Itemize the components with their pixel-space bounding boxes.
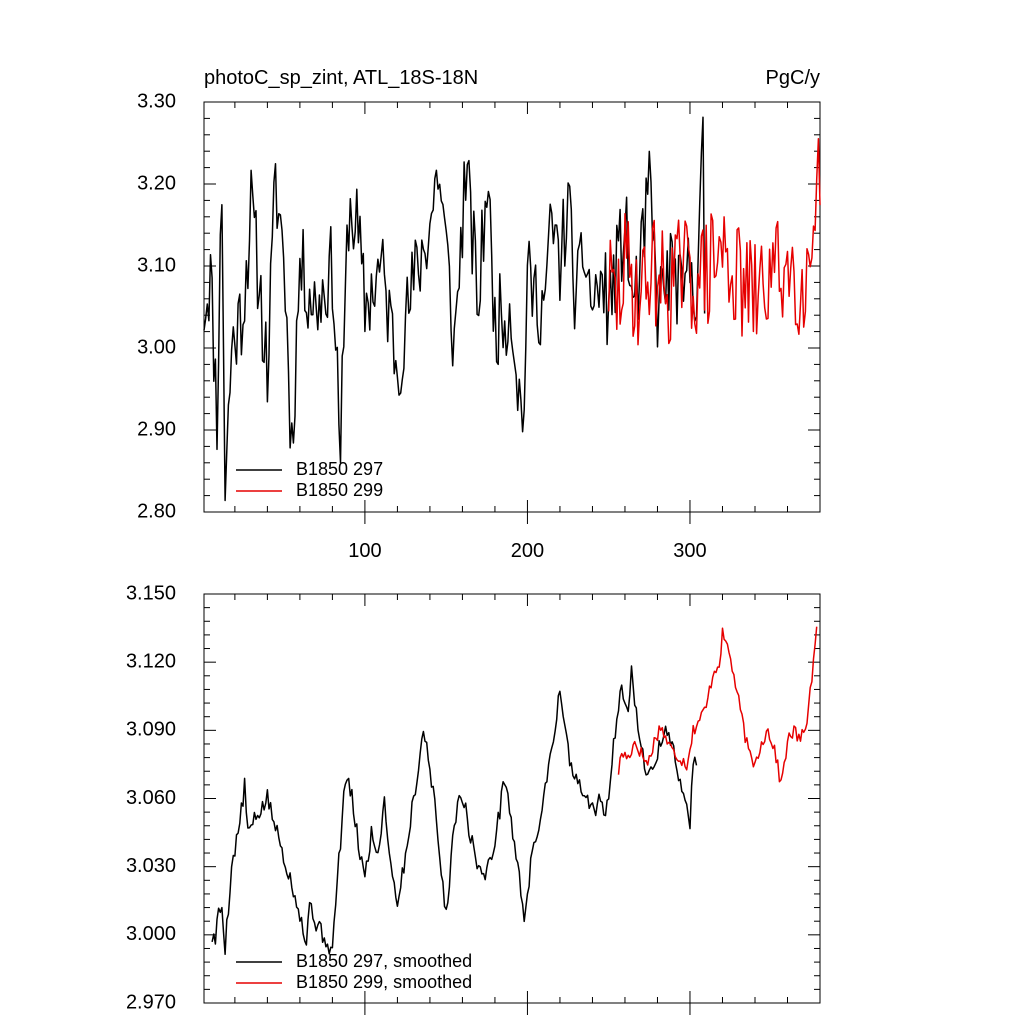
top-panel-title: photoC_sp_zint, ATL_18S-18N [204,67,478,89]
series-line-b1850-299-smoothed [617,626,818,783]
bottom-series-lines [211,626,818,956]
bottom-axis-ticks: 2.970 3.000 3.030 3.060 3.090 3.120 3.150 [126,582,821,1015]
y-tick-label: 2.970 [126,991,176,1013]
legend-label-b1850-299: B1850 299 [296,480,383,500]
top-plot-frame [203,101,821,513]
top-panel: photoC_sp_zint, ATL_18S-18N PgC/y 2.802.… [137,67,821,562]
bottom-panel: 2.970 3.000 3.030 3.060 3.090 3.120 3.150 B185… [126,582,821,1015]
bottom-plot-frame [203,593,821,1004]
top-axis-ticks: 2.80 2.90 3.00 3.10 3.20 3.30 100 200 300 [137,90,821,562]
x-tick-label: 100 [348,540,381,562]
bottom-legend: B1850 297, smoothed B1850 299, smoothed [236,951,472,992]
y-tick-label: 3.30 [137,90,176,112]
y-tick-label: 3.10 [137,254,176,276]
series-line-b1850-299 [607,138,821,346]
y-tick-label: 3.120 [126,650,176,672]
y-tick-label: 3.00 [137,336,176,358]
y-tick-label: 3.150 [126,582,176,604]
y-tick-label: 3.030 [126,855,176,877]
x-tick-label: 200 [511,540,544,562]
series-line-b1850-297 [203,116,706,502]
y-tick-label: 2.90 [137,418,176,440]
top-series-lines [203,116,821,502]
y-tick-label: 3.060 [126,787,176,809]
top-legend: B1850 297 B1850 299 [236,459,383,500]
y-tick-label: 2.80 [137,500,176,522]
y-tick-label: 3.000 [126,923,176,945]
series-line-b1850-297-smoothed [211,665,698,956]
y-tick-label: 3.090 [126,719,176,741]
x-tick-label: 300 [673,540,706,562]
y-tick-label: 3.20 [137,172,176,194]
legend-label-b1850-299-smoothed: B1850 299, smoothed [296,972,472,992]
legend-label-b1850-297-smoothed: B1850 297, smoothed [296,951,472,971]
legend-label-b1850-297: B1850 297 [296,459,383,479]
top-panel-units: PgC/y [766,67,820,89]
